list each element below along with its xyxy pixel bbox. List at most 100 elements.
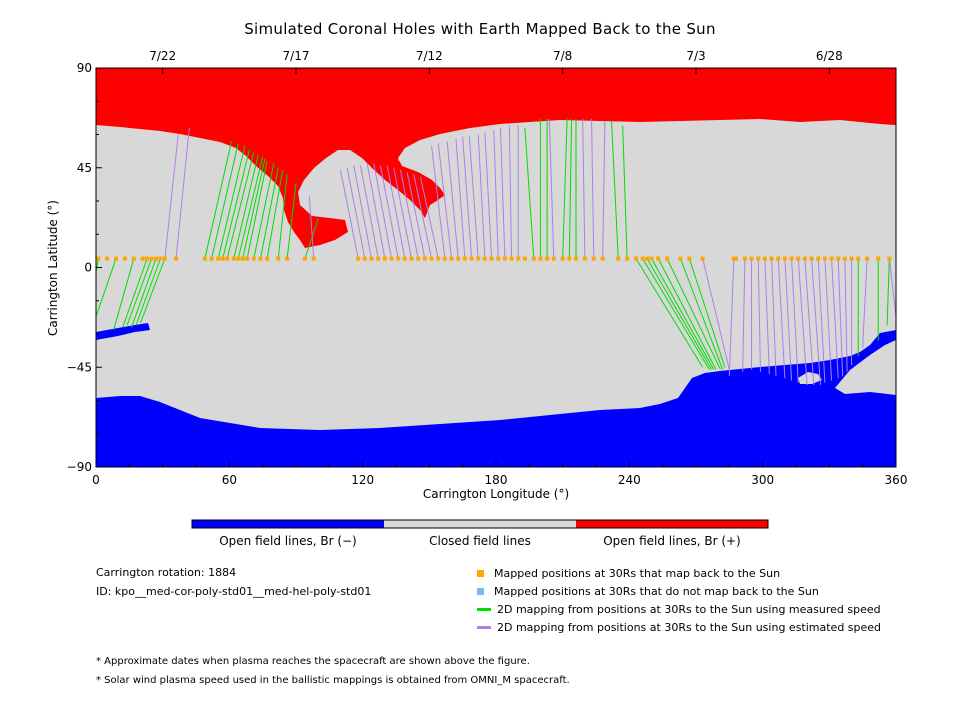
mapped-point xyxy=(522,256,527,261)
color-bar-label: Closed field lines xyxy=(429,534,531,548)
x-tick-label: 120 xyxy=(351,473,374,487)
mapped-point xyxy=(762,256,767,261)
estimated-mapping-line xyxy=(164,134,179,259)
mapped-point xyxy=(876,256,881,261)
mapped-point xyxy=(649,256,654,261)
estimated-mapping-line xyxy=(419,176,439,259)
measured-mapping-line xyxy=(646,258,712,370)
measured-mapping-line xyxy=(259,167,279,259)
measured-mapping-line xyxy=(642,258,710,370)
mapped-point xyxy=(311,256,316,261)
estimated-mapping-line xyxy=(831,258,839,379)
closed-lobe xyxy=(798,372,822,384)
unmapped-point-swatch xyxy=(477,587,484,595)
mapped-point xyxy=(842,256,847,261)
open-positive-region xyxy=(96,68,896,248)
estimated-mapping-line xyxy=(373,163,393,259)
estimated-mapping-line xyxy=(308,196,315,259)
model-id: ID: kpo__med-cor-poly-std01__med-hel-pol… xyxy=(96,585,372,598)
mapped-point xyxy=(362,256,367,261)
mapped-point xyxy=(634,256,638,261)
mapped-point xyxy=(756,256,761,261)
mapped-point xyxy=(645,256,650,261)
footnote: * Solar wind plasma speed used in the ba… xyxy=(96,675,570,686)
mapped-point xyxy=(258,256,263,261)
mapped-point xyxy=(369,256,374,261)
top-date-label: 7/22 xyxy=(149,49,176,63)
measured-mapping-line xyxy=(622,125,628,259)
mapped-point xyxy=(782,256,787,261)
mapped-point xyxy=(236,256,241,261)
mapped-point xyxy=(776,256,781,261)
mapped-point xyxy=(154,256,158,261)
mapped-point xyxy=(789,256,794,261)
mapped-points-layer xyxy=(96,256,892,261)
mapped-point xyxy=(687,256,692,261)
measured-mapping-line xyxy=(304,218,319,259)
chart-title: Simulated Coronal Holes with Earth Mappe… xyxy=(244,20,716,38)
mapped-point xyxy=(482,256,487,261)
mapped-point xyxy=(216,256,221,261)
mapped-point xyxy=(145,256,150,261)
top-date-label: 7/3 xyxy=(686,49,705,63)
mapped-point xyxy=(531,256,536,261)
estimated-mapping-line xyxy=(413,174,433,259)
mapped-point xyxy=(276,256,281,261)
estimated-mapping-line xyxy=(499,127,506,259)
estimated-mapping-line xyxy=(591,118,595,259)
measured-mapping-line xyxy=(242,158,266,259)
mapped-point xyxy=(402,256,407,261)
mapped-point xyxy=(560,256,565,261)
mapped-point xyxy=(96,256,101,261)
measured-mapping-line xyxy=(211,143,239,259)
top-date-label: 7/12 xyxy=(416,49,443,63)
mapped-point xyxy=(245,256,250,261)
mapped-point xyxy=(545,256,550,261)
estimated-mapping-line xyxy=(797,258,808,386)
mapped-point xyxy=(538,256,543,261)
y-tick-label: 90 xyxy=(77,61,92,75)
measured-mapping-line xyxy=(666,258,721,370)
measured-mapping-line xyxy=(237,156,264,259)
mapped-point xyxy=(769,256,774,261)
mapped-point xyxy=(582,256,587,261)
mapped-point xyxy=(734,256,738,261)
measured-mapping-line xyxy=(222,149,250,259)
mapped-point xyxy=(231,256,236,261)
mapped-point-swatch xyxy=(477,569,484,577)
legend-label: Mapped positions at 30Rs that do not map… xyxy=(494,584,819,598)
legend-label: 2D mapping from positions at 30Rs to the… xyxy=(497,620,882,634)
estimated-mapping-line xyxy=(431,145,446,259)
mapped-point xyxy=(436,256,441,261)
color-bar-segment xyxy=(384,520,576,528)
measured-mapping-line xyxy=(266,169,284,259)
mapped-point xyxy=(678,256,683,261)
mapped-point xyxy=(162,256,167,261)
x-tick-label: 60 xyxy=(222,473,237,487)
mapped-point xyxy=(462,256,467,261)
estimated-mapping-line xyxy=(784,258,793,381)
estimated-mapping-line xyxy=(386,165,406,259)
legend-item: Mapped positions at 30Rs that map back t… xyxy=(477,564,881,582)
mapped-point xyxy=(809,256,814,261)
estimated-mapping-line xyxy=(339,169,359,259)
legend-item: 2D mapping from positions at 30Rs to the… xyxy=(477,600,881,618)
mapped-point xyxy=(616,256,621,261)
top-date-label: 6/28 xyxy=(816,49,843,63)
top-date-label: 7/17 xyxy=(283,49,310,63)
estimated-mapping-line xyxy=(353,165,373,259)
axis-ticks-layer xyxy=(95,67,897,468)
y-tick-label: −90 xyxy=(67,460,92,474)
estimated-mapping-line xyxy=(346,167,366,259)
estimated-mapping-line xyxy=(742,258,746,372)
mapped-point xyxy=(802,256,807,261)
legend-item: Mapped positions at 30Rs that do not map… xyxy=(477,582,881,600)
mapped-point xyxy=(174,256,178,261)
measured-line-swatch xyxy=(477,607,491,611)
mapped-point xyxy=(502,256,507,261)
y-axis-title: Carrington Latitude (°) xyxy=(46,200,60,336)
mapped-point xyxy=(822,256,827,261)
estimated-mapping-line xyxy=(817,258,826,383)
color-bar-frame xyxy=(191,519,769,529)
y-tick-label: −45 xyxy=(67,360,92,374)
